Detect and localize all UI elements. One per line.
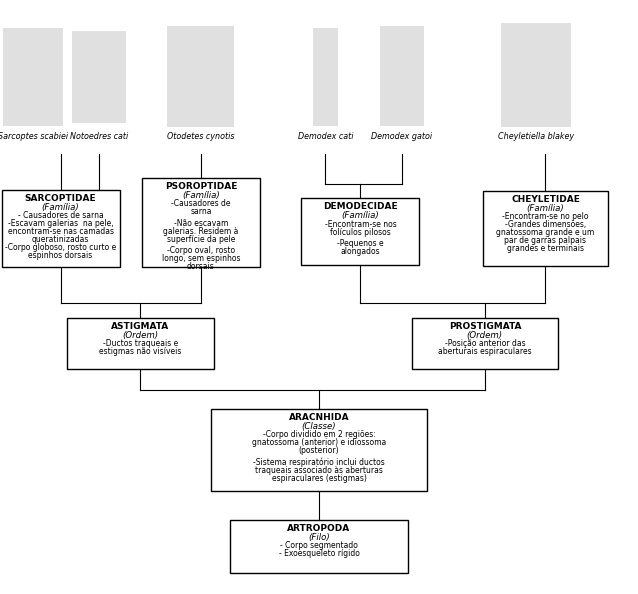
- Text: grandes e terminais: grandes e terminais: [507, 244, 584, 253]
- Text: Sarcoptes scabiei: Sarcoptes scabiei: [0, 132, 68, 141]
- Bar: [313, 29, 338, 127]
- Text: DEMODECIDAE: DEMODECIDAE: [323, 203, 397, 211]
- Bar: [142, 178, 260, 267]
- Text: espiraculares (estigmas): espiraculares (estigmas): [272, 474, 366, 483]
- Bar: [167, 26, 234, 127]
- Bar: [1, 190, 120, 267]
- Text: Demodex gatoi: Demodex gatoi: [371, 132, 433, 141]
- Text: longo, sem espinhos: longo, sem espinhos: [161, 254, 241, 263]
- Text: ARACNHIDA: ARACNHIDA: [288, 413, 350, 422]
- Text: -Corpo globoso, rosto curto e: -Corpo globoso, rosto curto e: [5, 243, 116, 252]
- Text: folículos pilosos: folículos pilosos: [330, 228, 391, 236]
- Text: ARTROPODA: ARTROPODA: [287, 525, 351, 533]
- Text: aberturais espiraculares: aberturais espiraculares: [438, 347, 531, 356]
- Text: -Escavam galerias  na pele,: -Escavam galerias na pele,: [8, 219, 114, 228]
- Text: Notoedres cati: Notoedres cati: [70, 132, 128, 141]
- Text: PSOROPTIDAE: PSOROPTIDAE: [165, 182, 237, 191]
- Bar: [71, 31, 126, 124]
- Text: alongados: alongados: [341, 247, 380, 256]
- Text: - Corpo segmentado: - Corpo segmentado: [280, 542, 358, 551]
- Text: galerias. Residem à: galerias. Residem à: [163, 227, 239, 236]
- Text: -Causadores de: -Causadores de: [171, 200, 231, 208]
- Text: Cheyletiella blakey: Cheyletiella blakey: [498, 132, 574, 141]
- Bar: [67, 318, 214, 369]
- Text: -Ductos traqueais e: -Ductos traqueais e: [103, 339, 178, 348]
- Text: gnatossoma grande e um: gnatossoma grande e um: [496, 228, 595, 238]
- Text: (Família): (Família): [41, 203, 80, 212]
- Text: -Encontram-se nos: -Encontram-se nos: [325, 220, 396, 229]
- Text: ASTIGMATA: ASTIGMATA: [111, 322, 170, 331]
- Text: CHEYLETIDAE: CHEYLETIDAE: [511, 195, 580, 204]
- Text: -Corpo dividido em 2 regiões:: -Corpo dividido em 2 regiões:: [263, 431, 375, 440]
- Bar: [230, 520, 408, 573]
- Bar: [380, 26, 424, 126]
- Text: -Corpo oval, rosto: -Corpo oval, rosto: [167, 247, 235, 255]
- Text: (Ordem): (Ordem): [467, 331, 503, 340]
- Text: par de garras palpais: par de garras palpais: [505, 236, 586, 245]
- Text: -Grandes dimensões,: -Grandes dimensões,: [505, 220, 586, 229]
- Text: traqueais associado às aberturas: traqueais associado às aberturas: [255, 466, 383, 475]
- Text: (Filo): (Filo): [308, 533, 330, 542]
- Text: espinhos dorsais: espinhos dorsais: [29, 251, 93, 260]
- Text: encontram-se nas camadas: encontram-se nas camadas: [8, 227, 114, 236]
- Text: estigmas não visíveis: estigmas não visíveis: [99, 347, 182, 356]
- Text: (Família): (Família): [341, 211, 380, 220]
- Bar: [3, 29, 64, 127]
- Text: PROSTIGMATA: PROSTIGMATA: [449, 322, 521, 331]
- Text: (Família): (Família): [182, 191, 220, 200]
- Text: -Posição anterior das: -Posição anterior das: [445, 339, 525, 348]
- Text: (Família): (Família): [526, 204, 565, 213]
- Text: SARCOPTIDAE: SARCOPTIDAE: [25, 194, 96, 203]
- Text: -Encontram-se no pelo: -Encontram-se no pelo: [502, 213, 589, 222]
- Text: -Pequenos e: -Pequenos e: [337, 239, 384, 248]
- Text: (Ordem): (Ordem): [122, 331, 158, 340]
- Bar: [211, 409, 427, 491]
- Text: -Não escavam: -Não escavam: [174, 219, 228, 228]
- Bar: [484, 191, 607, 266]
- Text: (posterior): (posterior): [299, 446, 339, 456]
- Text: superfície da pele: superfície da pele: [167, 235, 235, 244]
- Text: - Exoesqueleto rígido: - Exoesqueleto rígido: [279, 549, 359, 558]
- Text: queratinizadas: queratinizadas: [32, 235, 89, 244]
- Text: Otodetes cynotis: Otodetes cynotis: [167, 132, 235, 141]
- Text: - Causadores de sarna: - Causadores de sarna: [18, 211, 103, 220]
- Bar: [501, 23, 571, 127]
- Bar: [301, 198, 420, 265]
- Text: Demodex cati: Demodex cati: [298, 132, 353, 141]
- Text: -Sistema respiratório inclui ductos: -Sistema respiratório inclui ductos: [253, 458, 385, 467]
- Text: sarna: sarna: [190, 207, 212, 216]
- Text: (Classe): (Classe): [302, 422, 336, 431]
- Bar: [412, 318, 558, 369]
- Text: gnatossoma (anterior) e idiossoma: gnatossoma (anterior) e idiossoma: [252, 438, 386, 447]
- Text: dorsais: dorsais: [187, 263, 215, 271]
